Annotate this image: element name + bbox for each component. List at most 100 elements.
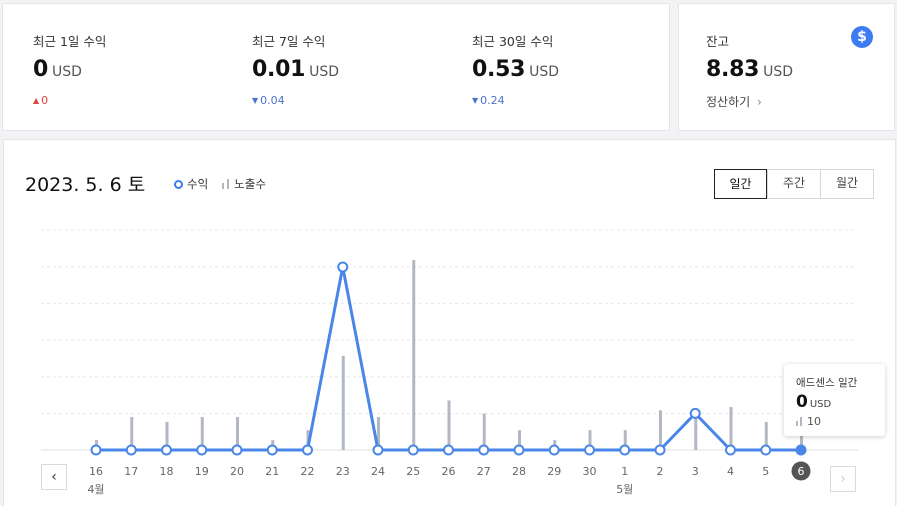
revenue-point: [725, 444, 736, 456]
revenue-point: [619, 444, 631, 456]
settle-link[interactable]: 정산하기 ›: [706, 93, 762, 110]
revenue-point: [513, 444, 525, 456]
stat-delta: ▼ 0.24: [472, 94, 505, 107]
x-tick-label: 16: [89, 465, 103, 478]
triangle-down-icon: ▼: [472, 96, 479, 105]
x-tick-label: 26: [442, 465, 456, 478]
stat-unit: USD: [529, 64, 560, 80]
bar-chart-icon: [796, 417, 803, 426]
revenue-point: [266, 444, 278, 456]
month-label: 4월: [87, 483, 104, 496]
x-tick-label: 21: [265, 465, 279, 478]
tab-daily[interactable]: 일간: [714, 169, 767, 199]
impressions-bar: [588, 430, 592, 450]
x-tick-label: 4: [727, 465, 734, 478]
legend-revenue-label: 수익: [187, 177, 209, 191]
settle-link-label: 정산하기: [706, 95, 751, 109]
triangle-down-icon: ▼: [252, 96, 259, 105]
stat-delta-value: 0: [41, 94, 49, 107]
stat-label: 최근 1일 수익: [33, 34, 107, 49]
stat-delta: ▲ 0: [33, 94, 48, 107]
x-tick-label: 23: [336, 465, 350, 478]
chevron-right-icon: ›: [757, 95, 762, 109]
revenue-point: [689, 407, 701, 419]
revenue-point: [443, 444, 454, 456]
chart-card: 2023. 5. 6 토 수익 노출수 일간 주간 월간 16 17 18 19 20 2…: [3, 139, 896, 506]
stat-label: 최근 30일 수익: [472, 34, 554, 49]
revenue-point: [302, 444, 313, 456]
stat-label: 최근 7일 수익: [252, 34, 326, 49]
summary-card: 최근 1일 수익 0 USD ▲ 0 최근 7일 수익 0.01 USD ▼ 0.04 …: [2, 3, 670, 131]
stat-number: 0.53: [472, 57, 526, 82]
revenue-point: [90, 444, 102, 456]
x-tick-label: 19: [195, 465, 209, 478]
stat-number: 0.01: [252, 57, 306, 82]
prev-period-button[interactable]: ‹: [41, 464, 67, 490]
x-tick-label: 28: [512, 465, 526, 478]
balance-label: 잔고: [706, 34, 730, 49]
tooltip-unit: USD: [809, 399, 832, 410]
balance-value: 8.83 USD: [706, 57, 793, 82]
tooltip-number: 0: [796, 392, 808, 412]
tooltip-impressions: 10: [796, 415, 821, 428]
x-tick-label: 30: [583, 465, 597, 478]
tooltip-title: 애드센스 일간: [796, 377, 858, 389]
impressions-bar: [200, 416, 204, 450]
tooltip-value: 0 USD: [796, 392, 831, 412]
tab-weekly[interactable]: 주간: [767, 170, 820, 198]
impressions-bar: [694, 410, 698, 450]
revenue-point: [654, 444, 666, 456]
x-tick-label: 6: [798, 465, 805, 478]
revenue-point: [478, 444, 490, 456]
stat-number: 0: [33, 57, 49, 82]
impressions-bar: [729, 407, 733, 450]
revenue-point: [161, 444, 172, 456]
revenue-point: [760, 444, 772, 456]
impressions-bar: [130, 416, 134, 450]
stat-delta: ▼ 0.04: [252, 94, 285, 107]
x-tick-label: 27: [477, 465, 491, 478]
impressions-bar: [377, 416, 380, 450]
x-tick-label: 18: [160, 465, 174, 478]
legend-impressions-icon: [222, 179, 230, 189]
x-tick-label: 1: [621, 465, 628, 478]
impressions-bar: [518, 430, 521, 450]
revenue-point: [337, 261, 349, 273]
revenue-point: [407, 444, 419, 456]
stat-value: 0.01 USD: [252, 57, 339, 82]
stat-delta-value: 0.24: [480, 94, 505, 107]
impressions-bar: [447, 400, 451, 450]
x-tick-label: 29: [547, 465, 561, 478]
stat-unit: USD: [309, 64, 340, 80]
impressions-bar: [165, 421, 169, 450]
impressions-bar: [800, 433, 803, 450]
impressions-bar: [236, 416, 239, 450]
x-tick-label: 20: [230, 465, 244, 478]
next-period-button[interactable]: ›: [830, 466, 856, 492]
balance-unit: USD: [763, 64, 794, 80]
revenue-point: [372, 444, 384, 456]
impressions-bar: [412, 260, 416, 450]
dollar-icon: $: [851, 26, 873, 48]
revenue-impressions-chart: 16 17 18 19 20 21 22 23 24 25 26 27 28 29 30 1 2 3 4 5 64월 5월: [41, 229, 858, 496]
tab-monthly[interactable]: 월간: [820, 170, 873, 198]
tooltip-impressions-value: 10: [807, 415, 821, 428]
x-tick-label: 24: [371, 465, 385, 478]
impressions-bar: [659, 410, 662, 450]
balance-card: 잔고 8.83 USD 정산하기 › $: [678, 3, 895, 131]
chart-date: 2023. 5. 6 토: [25, 174, 146, 196]
revenue-point: [196, 444, 208, 456]
x-tick-label: 25: [406, 465, 420, 478]
stat-value: 0 USD: [33, 57, 82, 82]
stat-delta-value: 0.04: [260, 94, 285, 107]
impressions-bar: [764, 421, 768, 450]
x-tick-label: 2: [657, 465, 664, 478]
chart-tooltip: 애드센스 일간 0 USD 10: [784, 364, 885, 436]
x-tick-label: 3: [692, 465, 699, 478]
chart-legend: 수익 노출수: [174, 176, 266, 192]
legend-revenue-icon: [174, 179, 183, 189]
revenue-point: [795, 444, 807, 456]
revenue-point: [231, 444, 243, 456]
stat-value: 0.53 USD: [472, 57, 559, 82]
x-tick-label: 5: [762, 465, 769, 478]
